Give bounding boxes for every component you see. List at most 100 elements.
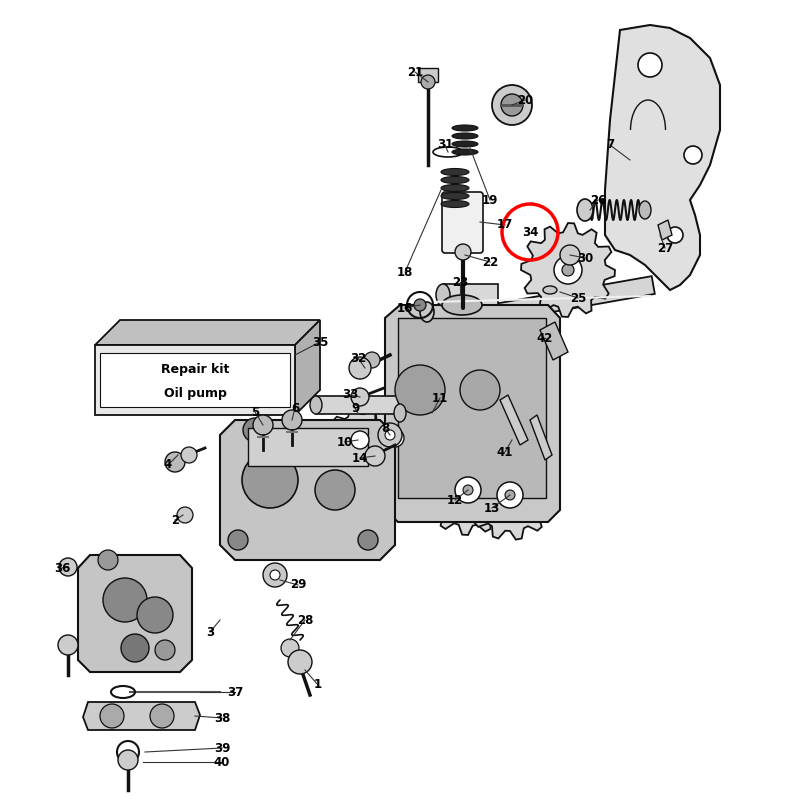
Text: 21: 21 — [407, 66, 423, 78]
Circle shape — [103, 578, 147, 622]
Circle shape — [155, 640, 175, 660]
Text: 38: 38 — [214, 711, 230, 725]
Polygon shape — [442, 284, 498, 306]
Text: 22: 22 — [482, 255, 498, 269]
Text: 11: 11 — [432, 391, 448, 405]
Circle shape — [455, 477, 481, 503]
Circle shape — [497, 482, 523, 508]
Circle shape — [421, 75, 435, 89]
Circle shape — [351, 388, 369, 406]
Circle shape — [684, 146, 702, 164]
Bar — [398, 318, 546, 498]
Circle shape — [560, 245, 580, 265]
Circle shape — [460, 370, 500, 410]
Circle shape — [386, 429, 404, 447]
Circle shape — [263, 563, 287, 587]
Circle shape — [315, 470, 355, 510]
Circle shape — [505, 490, 515, 500]
Text: 6: 6 — [291, 402, 299, 414]
Polygon shape — [327, 407, 393, 473]
Ellipse shape — [452, 141, 478, 147]
Polygon shape — [95, 345, 295, 415]
Polygon shape — [500, 395, 528, 445]
Circle shape — [455, 244, 471, 260]
Circle shape — [59, 558, 77, 576]
Ellipse shape — [310, 396, 322, 414]
Circle shape — [378, 423, 402, 447]
Text: 12: 12 — [447, 494, 463, 506]
Text: 36: 36 — [54, 562, 70, 574]
Circle shape — [282, 410, 302, 430]
Circle shape — [137, 597, 173, 633]
Text: 40: 40 — [214, 755, 230, 769]
Circle shape — [165, 452, 185, 472]
Ellipse shape — [441, 201, 469, 207]
Ellipse shape — [543, 286, 557, 294]
Bar — [248, 428, 368, 466]
Text: 39: 39 — [214, 742, 230, 754]
Circle shape — [177, 507, 193, 523]
Circle shape — [364, 352, 380, 368]
Ellipse shape — [639, 201, 651, 219]
Circle shape — [501, 94, 523, 116]
Text: 20: 20 — [517, 94, 533, 106]
Polygon shape — [423, 445, 513, 535]
Circle shape — [638, 53, 662, 77]
Text: 42: 42 — [537, 331, 553, 345]
Circle shape — [395, 365, 445, 415]
Polygon shape — [658, 220, 672, 240]
FancyBboxPatch shape — [442, 192, 483, 253]
Circle shape — [365, 446, 385, 466]
Polygon shape — [315, 396, 401, 414]
Circle shape — [100, 704, 124, 728]
Text: 1: 1 — [314, 678, 322, 691]
Circle shape — [554, 256, 582, 284]
Text: 2: 2 — [171, 514, 179, 526]
Text: 30: 30 — [577, 251, 593, 265]
Text: 35: 35 — [312, 335, 328, 349]
Text: 32: 32 — [350, 351, 366, 365]
Circle shape — [281, 639, 299, 657]
Ellipse shape — [452, 125, 478, 131]
Text: 16: 16 — [397, 302, 413, 314]
Bar — [100, 353, 290, 407]
Circle shape — [463, 485, 473, 495]
Polygon shape — [605, 25, 720, 290]
Text: 8: 8 — [381, 422, 389, 434]
Text: 18: 18 — [397, 266, 413, 278]
Ellipse shape — [420, 302, 434, 322]
Circle shape — [150, 704, 174, 728]
Circle shape — [667, 227, 683, 243]
Circle shape — [98, 550, 118, 570]
Text: 23: 23 — [452, 275, 468, 289]
Polygon shape — [425, 276, 655, 334]
Circle shape — [562, 264, 574, 276]
Ellipse shape — [394, 404, 406, 422]
Text: 25: 25 — [570, 291, 586, 305]
Circle shape — [492, 85, 532, 125]
Polygon shape — [540, 322, 568, 360]
Text: 19: 19 — [482, 194, 498, 206]
Text: 41: 41 — [497, 446, 513, 458]
Text: 5: 5 — [251, 406, 259, 418]
Text: 37: 37 — [227, 686, 243, 698]
Text: Repair kit: Repair kit — [161, 363, 229, 377]
Polygon shape — [362, 405, 427, 471]
Ellipse shape — [452, 149, 478, 155]
Ellipse shape — [441, 193, 469, 199]
Text: 14: 14 — [352, 451, 368, 465]
Text: 17: 17 — [497, 218, 513, 231]
Circle shape — [349, 357, 371, 379]
Text: 26: 26 — [590, 194, 606, 206]
Polygon shape — [399, 404, 465, 422]
Circle shape — [121, 634, 149, 662]
Polygon shape — [521, 223, 615, 317]
Circle shape — [288, 650, 312, 674]
Polygon shape — [385, 305, 560, 522]
Ellipse shape — [441, 169, 469, 175]
Polygon shape — [78, 555, 192, 672]
Circle shape — [228, 530, 248, 550]
Circle shape — [253, 415, 273, 435]
Polygon shape — [83, 702, 200, 730]
Polygon shape — [220, 420, 395, 560]
